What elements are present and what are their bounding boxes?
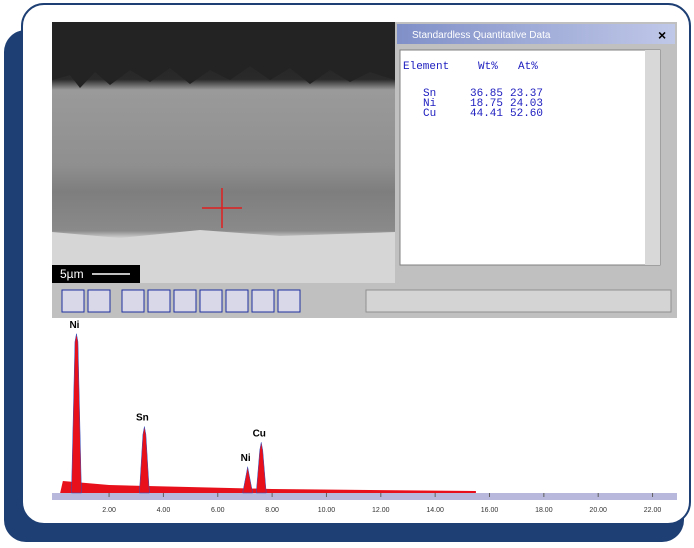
tool-button[interactable] — [174, 290, 196, 312]
peak-label: Sn — [136, 413, 149, 424]
table-cell: 44.41 — [470, 108, 503, 120]
tool-button[interactable] — [62, 290, 84, 312]
x-tick-label: 2.00 — [102, 507, 116, 514]
tool-button[interactable] — [278, 290, 300, 312]
x-tick-label: 20.00 — [589, 507, 607, 514]
peak-label: Ni — [69, 320, 79, 331]
text-area — [400, 50, 660, 265]
tool-button[interactable] — [200, 290, 222, 312]
x-tick-label: 12.00 — [372, 507, 390, 514]
x-tick-label: 8.00 — [265, 507, 279, 514]
tool-button[interactable] — [88, 290, 110, 312]
table-header: Element — [403, 61, 449, 73]
axis-band — [52, 493, 677, 500]
table-header: At% — [518, 61, 538, 73]
canvas: 5µm Standardless Quantitative Data × Ele… — [0, 0, 694, 548]
peak-label: Cu — [253, 428, 266, 439]
x-tick-label: 6.00 — [211, 507, 225, 514]
tool-button[interactable] — [148, 290, 170, 312]
scrollbar[interactable] — [645, 50, 660, 265]
x-tick-label: 14.00 — [426, 507, 444, 514]
scale-label: 5µm — [60, 267, 84, 281]
x-tick-label: 22.00 — [644, 507, 662, 514]
x-tick-label: 18.00 — [535, 507, 553, 514]
x-tick-label: 10.00 — [318, 507, 336, 514]
peak-label: Ni — [241, 453, 251, 464]
table-cell: Cu — [423, 108, 436, 120]
x-tick-label: 16.00 — [481, 507, 499, 514]
screenshot: 5µm Standardless Quantitative Data × Ele… — [0, 0, 694, 548]
table-header: Wt% — [478, 61, 498, 73]
tool-button[interactable] — [252, 290, 274, 312]
tool-button[interactable] — [122, 290, 144, 312]
window-title: Standardless Quantitative Data — [412, 30, 551, 41]
status-field — [366, 290, 671, 312]
x-tick-label: 4.00 — [157, 507, 171, 514]
table-cell: 52.60 — [510, 108, 543, 120]
tool-button[interactable] — [226, 290, 248, 312]
close-button[interactable]: × — [658, 27, 666, 43]
